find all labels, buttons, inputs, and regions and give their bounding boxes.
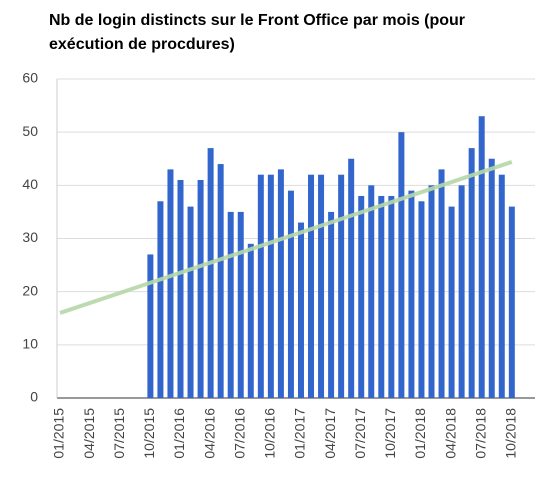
chart-title: exécution de procdures): [49, 36, 235, 53]
bar: [498, 174, 505, 398]
bar: [217, 164, 224, 398]
x-tick-label: 10/2017: [382, 408, 398, 459]
bar: [478, 116, 485, 398]
bar: [388, 195, 395, 398]
bar: [318, 174, 325, 398]
bar: [267, 174, 274, 398]
bar: [398, 132, 405, 398]
bar: [227, 211, 234, 398]
y-tick-label: 60: [22, 70, 38, 86]
bar: [157, 201, 164, 398]
x-tick-label: 01/2018: [412, 408, 428, 459]
y-tick-label: 40: [22, 176, 38, 192]
bar: [378, 195, 385, 398]
bar: [297, 222, 304, 398]
bar: [308, 174, 315, 398]
bar: [287, 190, 294, 398]
bar: [207, 148, 214, 398]
x-tick-label: 01/2017: [292, 408, 308, 459]
x-tick-label: 01/2016: [171, 408, 187, 459]
bar: [438, 169, 445, 398]
x-tick-label: 10/2018: [503, 408, 519, 459]
bar: [187, 206, 194, 398]
bar: [328, 211, 335, 398]
bar: [488, 158, 495, 398]
trendline: [59, 160, 513, 315]
bar: [428, 185, 435, 398]
bar: [348, 158, 355, 398]
bar: [177, 180, 184, 398]
bar: [358, 195, 365, 398]
bar: [418, 201, 425, 398]
x-tick-label: 04/2018: [442, 408, 458, 459]
x-tick-label: 07/2015: [111, 408, 127, 459]
bar: [147, 254, 154, 398]
bar: [277, 169, 284, 398]
bar: [247, 243, 254, 398]
x-tick-label: 04/2016: [201, 408, 217, 459]
x-tick-label: 04/2017: [322, 408, 338, 459]
bar: [458, 185, 465, 398]
chart-title: Nb de login distincts sur le Front Offic…: [49, 12, 465, 29]
bar: [408, 190, 415, 398]
y-tick-label: 0: [30, 389, 38, 405]
y-tick-label: 10: [22, 336, 38, 352]
x-tick-label: 07/2018: [472, 408, 488, 459]
x-tick-label: 07/2016: [231, 408, 247, 459]
bar: [167, 169, 174, 398]
bar: [197, 180, 204, 398]
x-tick-label: 10/2016: [262, 408, 278, 459]
bar: [237, 211, 244, 398]
bar: [448, 206, 455, 398]
bar: [508, 206, 515, 398]
bar: [338, 174, 345, 398]
x-tick-label: 07/2017: [352, 408, 368, 459]
x-tick-label: 04/2015: [81, 408, 97, 459]
bar: [368, 185, 375, 398]
x-tick-label: 01/2015: [51, 408, 67, 459]
bar: [257, 174, 264, 398]
y-tick-label: 30: [22, 229, 38, 245]
x-tick-label: 10/2015: [141, 408, 157, 459]
y-tick-label: 50: [22, 123, 38, 139]
bar: [468, 148, 475, 398]
y-tick-label: 20: [22, 282, 38, 298]
